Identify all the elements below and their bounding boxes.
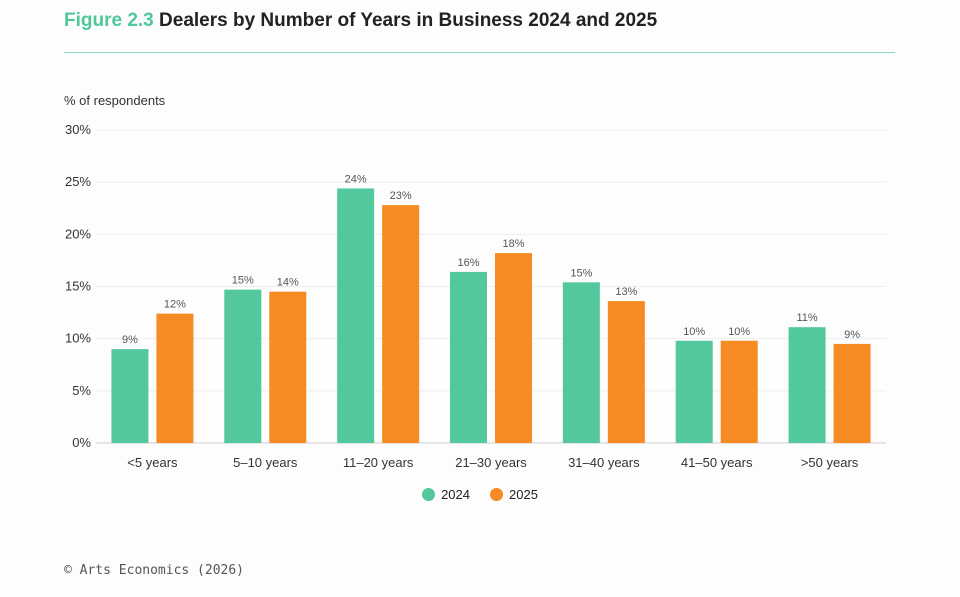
- legend-swatch-2024: [422, 488, 436, 501]
- bar-2024: [111, 349, 149, 443]
- data-label-2025: 18%: [502, 238, 524, 250]
- data-label-2025: 9%: [844, 329, 860, 341]
- x-tick-label: 21–30 years: [455, 455, 527, 470]
- bar-2025: [607, 301, 645, 443]
- data-label-2024: 24%: [345, 173, 367, 185]
- bar-2024: [337, 188, 375, 443]
- legend-swatch-2025: [490, 488, 503, 501]
- x-tick-label: 31–40 years: [568, 455, 640, 470]
- data-label-2025: 10%: [728, 326, 750, 338]
- x-tick-label: >50 years: [801, 455, 859, 470]
- bar-2025: [495, 253, 532, 443]
- y-tick-label: 0%: [72, 435, 91, 450]
- legend: 2024 2025: [0, 487, 960, 502]
- bar-2024: [788, 327, 826, 443]
- data-label-2024: 9%: [122, 334, 138, 346]
- bar-2025: [833, 343, 871, 443]
- y-tick-label: 10%: [65, 331, 91, 346]
- y-tick-label: 5%: [72, 383, 91, 398]
- data-label-2024: 15%: [570, 267, 592, 279]
- legend-item-2024: 2024: [422, 487, 470, 502]
- data-label-2025: 12%: [164, 299, 186, 311]
- legend-item-2025: 2025: [490, 487, 538, 502]
- figure-title: Figure 2.3 Dealers by Number of Years in…: [64, 10, 657, 32]
- legend-label-2024: 2024: [441, 487, 470, 502]
- title-divider: [64, 52, 895, 53]
- x-tick-label: <5 years: [127, 455, 178, 470]
- y-tick-label: 15%: [65, 279, 91, 294]
- bar-2024: [675, 340, 713, 443]
- bar-2025: [382, 205, 420, 443]
- data-label-2024: 16%: [457, 257, 479, 269]
- data-label-2024: 15%: [232, 275, 254, 287]
- y-tick-label: 25%: [65, 174, 91, 189]
- bar-2024: [224, 289, 262, 443]
- x-tick-label: 11–20 years: [343, 455, 414, 470]
- y-tick-label: 30%: [65, 122, 91, 137]
- data-label-2024: 10%: [683, 326, 705, 338]
- x-tick-label: 5–10 years: [233, 455, 298, 470]
- y-axis-title: % of respondents: [64, 93, 166, 108]
- data-label-2025: 14%: [277, 277, 299, 289]
- bar-2024: [450, 271, 487, 443]
- y-tick-label: 20%: [65, 226, 91, 241]
- figure-label: Figure 2.3: [64, 10, 154, 31]
- bar-2025: [156, 313, 194, 443]
- data-label-2024: 11%: [796, 312, 817, 324]
- x-tick-label: 41–50 years: [681, 455, 753, 470]
- copyright-footer: © Arts Economics (2026): [64, 563, 245, 578]
- legend-label-2025: 2025: [509, 487, 538, 502]
- bar-2025: [269, 291, 307, 443]
- figure-title-text: Dealers by Number of Years in Business 2…: [159, 10, 658, 31]
- data-label-2025: 13%: [615, 286, 637, 298]
- data-label-2025: 23%: [390, 190, 412, 202]
- bar-2024: [562, 282, 600, 443]
- bar-2025: [720, 340, 758, 443]
